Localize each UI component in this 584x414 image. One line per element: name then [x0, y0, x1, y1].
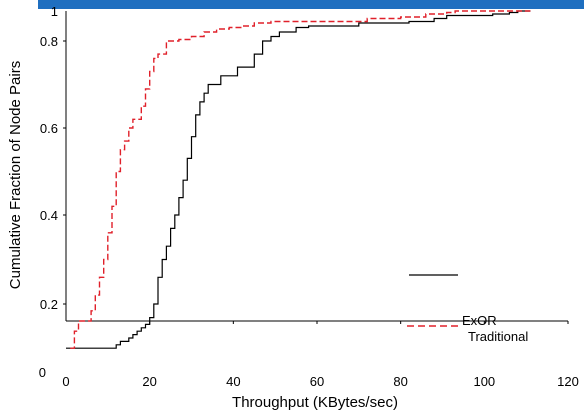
- legend-label-traditional: Traditional: [468, 329, 528, 344]
- y-tick-label: 0.8: [40, 34, 58, 49]
- x-tick-label: 80: [393, 374, 407, 389]
- x-tick-label: 60: [310, 374, 324, 389]
- y-tick-label: 0.4: [40, 208, 58, 223]
- x-tick-label: 120: [557, 374, 579, 389]
- y-tick-label: 1: [51, 4, 58, 19]
- series-line-traditional: [70, 10, 531, 349]
- series-layer: [66, 10, 531, 349]
- y-tick-label: 0: [39, 365, 46, 380]
- header-accent-bar: [38, 0, 584, 9]
- legend: ExOR Traditional: [407, 274, 528, 344]
- plot-frame: [65, 11, 568, 322]
- y-tick-label: 0.2: [40, 297, 58, 312]
- x-axis-title: Throughput (KBytes/sec): [232, 394, 398, 411]
- x-tick-group: 0 20 40 60 80 100 120: [62, 321, 579, 389]
- x-tick-label: 0: [62, 374, 69, 389]
- legend-label-exor: ExOR: [462, 313, 497, 328]
- x-tick-label: 40: [226, 374, 240, 389]
- y-tick-label: 0.6: [40, 121, 58, 136]
- series-line-exor: [66, 10, 531, 349]
- x-tick-label: 20: [142, 374, 156, 389]
- x-tick-label: 100: [473, 374, 495, 389]
- y-tick-group: 0 0.2 0.4 0.6 0.8 1: [39, 4, 66, 380]
- y-axis-title: Cumulative Fraction of Node Pairs: [7, 61, 24, 289]
